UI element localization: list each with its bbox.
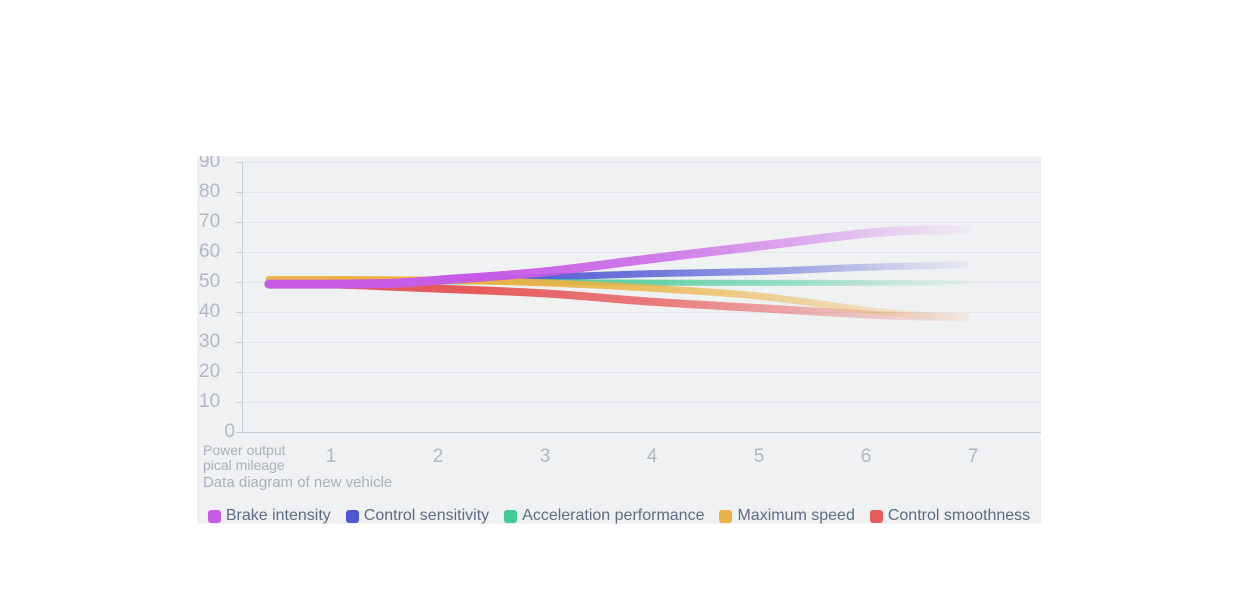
x-tick-label: 1 [325,446,337,467]
plot-area[interactable] [197,156,1041,524]
legend-item-acceleration-performance[interactable]: Acceleration performance [504,508,704,524]
x-axis-name-line-1: Power output [203,442,286,458]
legend-swatch [207,509,221,523]
legend-label: Maximum speed [737,507,855,524]
legend-swatch [345,509,359,523]
legend-label: Control smoothness [887,507,1031,524]
x-tick-label: 4 [646,446,658,467]
legend-swatch [719,509,733,523]
legend-label: Brake intensity [225,507,331,524]
x-tick-label: 7 [967,446,979,467]
legend-swatch [869,509,883,523]
legend-label: Control sensitivity [363,507,490,524]
legend-label: Acceleration performance [522,507,705,524]
x-tick-label: 5 [753,446,765,467]
y-tick-label: 80 [199,181,221,202]
legend-item-control-sensitivity[interactable]: Control sensitivity [345,507,490,524]
y-tick-label: 10 [199,391,221,412]
x-tick-label: 6 [860,446,872,467]
chart-subtitle: Data diagram of new vehicle [203,474,393,491]
y-tick-label: 20 [199,361,221,382]
series-line-brake-intensity[interactable] [264,225,970,289]
y-tick-label: 90 [199,156,221,172]
y-tick-label: 60 [199,241,221,262]
legend-item-brake-intensity[interactable]: Brake intensity [207,507,331,524]
y-tick-label: 50 [199,271,221,292]
legend: Brake intensity Control sensitivity Accele… [197,508,1041,524]
x-tick-label: 2 [432,446,444,467]
legend-swatch [504,509,518,523]
y-tick-label: 30 [199,331,221,352]
x-tick-label: 3 [539,446,551,467]
chart-panel: 90 80 70 60 50 40 30 20 10 0 1 2 3 4 5 6 7 Power output… [197,156,1041,524]
y-tick-label: 0 [224,421,235,442]
x-axis-name-line-2: pical mileage [203,457,285,473]
legend-item-maximum-speed[interactable]: Maximum speed [719,507,855,524]
y-tick-label: 70 [199,211,221,232]
y-tick-label: 40 [199,301,221,322]
legend-item-control-smoothness[interactable]: Control smoothness [869,507,1031,524]
